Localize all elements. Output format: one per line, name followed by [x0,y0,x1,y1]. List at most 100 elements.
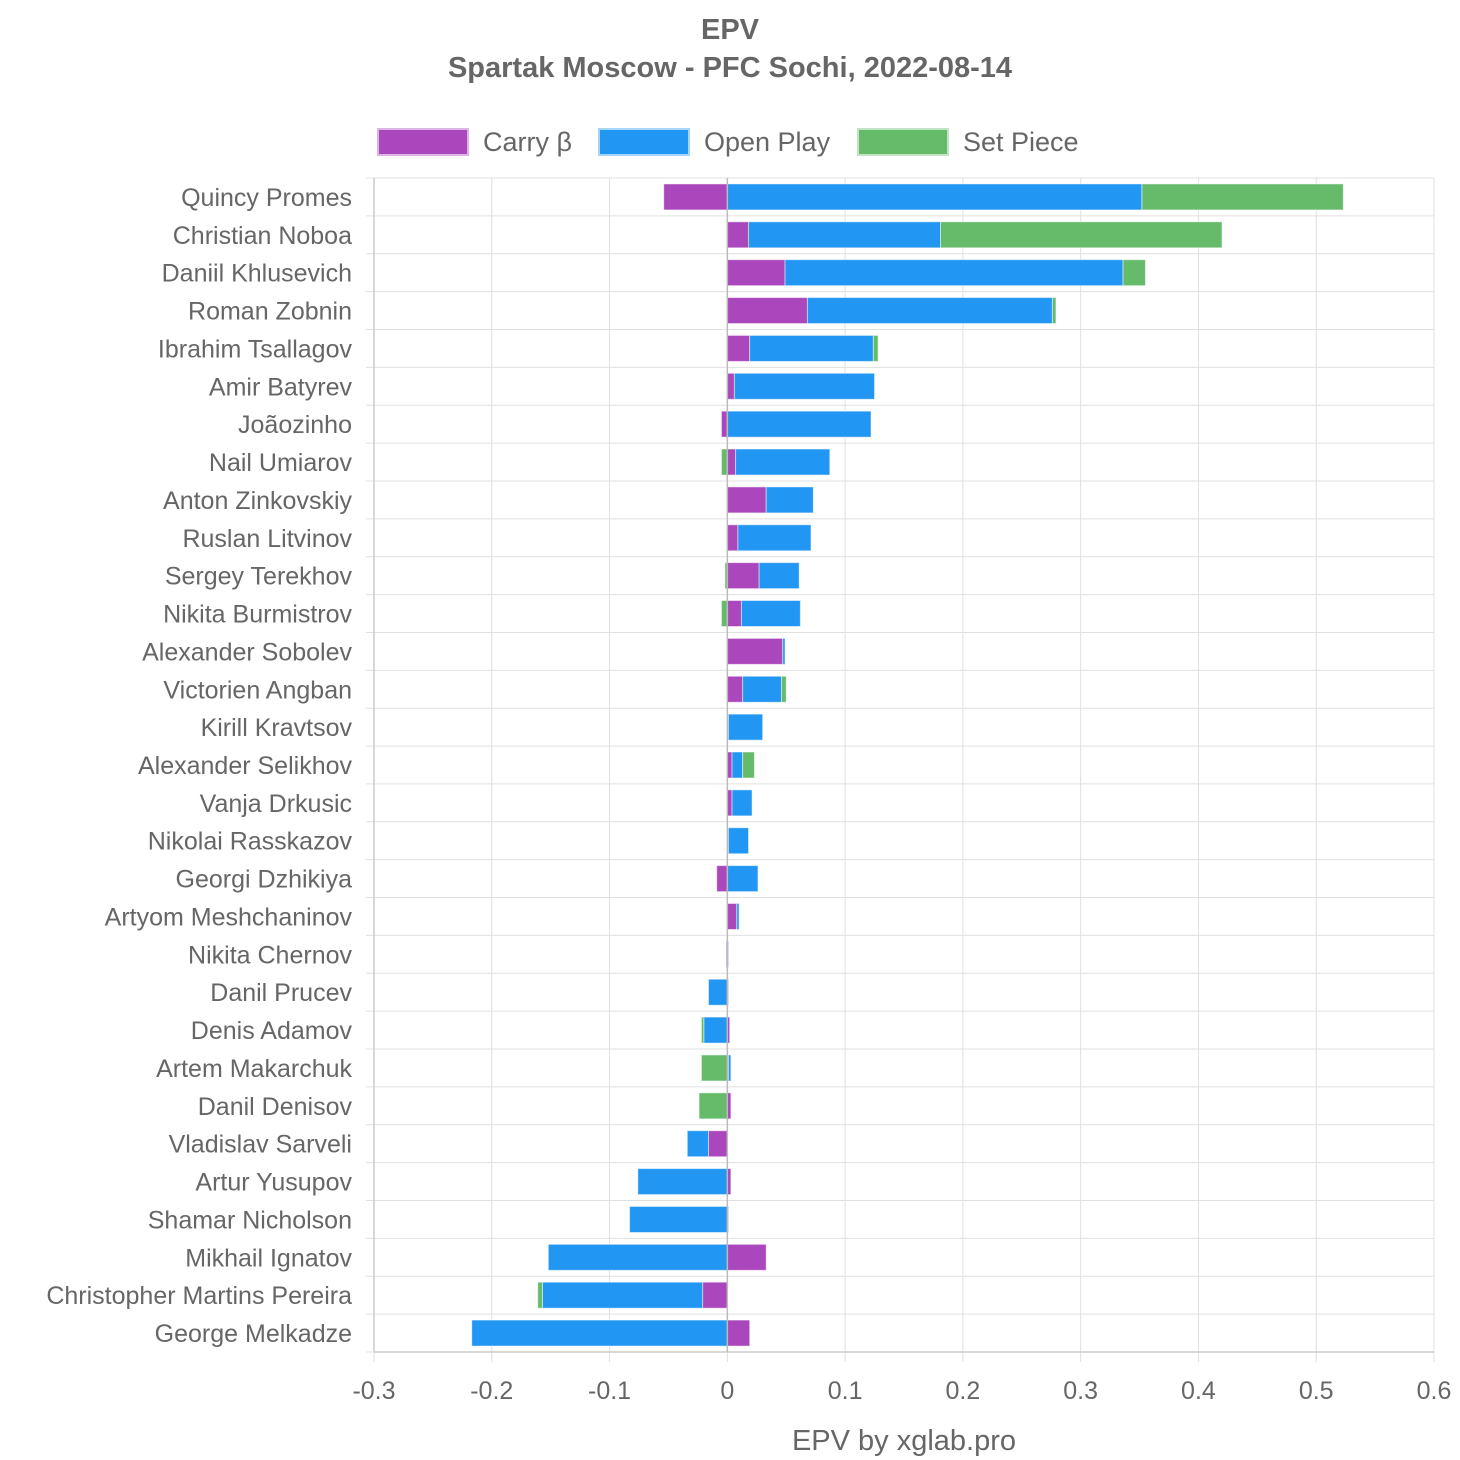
bar-segment [1141,183,1344,211]
legend-swatch-carry [377,128,469,156]
y-tick-label: Artem Makarchuk [156,1055,352,1083]
bar-segment [663,183,728,211]
bar-segment [726,259,786,287]
bar-segment [781,675,787,703]
bar-segment [782,637,786,665]
bar-segment [940,221,1223,249]
bar-segment [707,978,728,1006]
x-axis-label: EPV by xglab.pro [792,1425,1016,1457]
bar-segment [703,1016,728,1044]
bar-segment [726,562,760,590]
bar-segment [726,637,784,665]
bar-segment [700,1016,705,1044]
chart-title: EPV [700,14,760,46]
bar-segment [872,334,879,362]
chart-legend: Carry β Open Play Set Piece [0,122,1460,162]
bar-segment [731,789,753,817]
x-tick-label: 0.6 [1417,1377,1452,1405]
bar-segment [742,751,755,779]
legend-item-set-piece[interactable]: Set Piece [857,122,1079,162]
bar-segment [748,221,942,249]
bar-segment [758,562,800,590]
bar-segment [731,751,744,779]
y-tick-label: Vanja Drkusic [200,790,352,818]
bar-segment [728,1054,732,1082]
y-tick-label: George Melkadze [155,1320,352,1348]
bar-segment [740,600,801,628]
x-tick-label: -0.2 [470,1377,513,1405]
bar-segment [784,259,1124,287]
y-tick-label: Amir Batyrev [209,373,353,401]
bar-segment [700,1054,728,1082]
y-tick-label: Danil Prucev [210,979,352,1007]
bar-segment [726,297,808,325]
bar-segment [726,410,872,438]
bar-segment [686,1130,709,1158]
legend-label-set-piece: Set Piece [963,126,1079,157]
chart-subtitle: Spartak Moscow - PFC Sochi, 2022-08-14 [447,52,1013,84]
y-tick-label: Alexander Selikhov [138,752,353,780]
y-tick-label: Nikolai Rasskazov [148,828,353,856]
y-tick-label: Ibrahim Tsallagov [158,335,353,363]
y-tick-label: Ruslan Litvinov [182,525,352,553]
bar-segment [716,865,728,893]
bar-segment [720,448,728,476]
bar-segment [726,865,759,893]
y-tick-label: Nail Umiarov [209,449,353,477]
bar-segment [749,334,874,362]
bar-segment [735,448,831,476]
y-tick-label: Mikhail Ignatov [185,1244,352,1272]
legend-label-open-play: Open Play [704,126,831,157]
bar-segment [707,1130,728,1158]
bar-segment [698,1092,728,1120]
bar-segment [726,1243,767,1271]
y-tick-label: Christian Noboa [173,222,352,250]
legend-swatch-set-piece [857,128,949,156]
bar-segment [726,902,738,930]
y-tick-label: Anton Zinkovskiy [163,487,352,515]
bar-segment [728,827,750,855]
y-tick-label: Nikita Burmistrov [163,601,352,629]
bar-segment [737,524,812,552]
bar-segment [702,1281,728,1309]
y-tick-label: Danil Denisov [198,1093,353,1121]
bar-segment [726,1319,751,1347]
bar-segment [1122,259,1146,287]
bar-segment [726,524,739,552]
y-tick-label: Sergey Terekhov [165,563,353,591]
bar-segment [637,1168,728,1196]
y-tick-label: Roman Zobnin [188,298,352,326]
y-tick-label: Nikita Chernov [188,941,352,969]
bar-segment [726,675,744,703]
legend-item-carry[interactable]: Carry β [377,122,572,162]
y-tick-label: Artyom Meshchaninov [105,903,353,931]
bar-segment [547,1243,728,1271]
legend-swatch-open-play [598,128,690,156]
bar-segment [726,372,735,400]
x-tick-label: -0.1 [588,1377,631,1405]
bar-segment [806,297,1053,325]
bar-segment [733,372,876,400]
bar-segment [541,1281,704,1309]
bar-segment [471,1319,728,1347]
y-tick-label: Artur Yusupov [195,1169,352,1197]
legend-label-carry: Carry β [483,126,573,157]
bar-segment [726,183,1143,211]
x-tick-label: 0.1 [828,1377,863,1405]
y-tick-label: Victorien Angban [163,676,352,704]
y-tick-label: Daniil Khlusevich [162,260,352,288]
x-tick-label: 0.2 [946,1377,981,1405]
bar-segment [720,410,728,438]
bar-segment [726,334,751,362]
y-tick-label: Vladislav Sarveli [169,1131,352,1159]
y-tick-label: Shamar Nicholson [148,1206,352,1234]
x-tick-label: 0.5 [1299,1377,1334,1405]
legend-item-open-play[interactable]: Open Play [598,122,830,162]
x-tick-label: 0 [720,1377,734,1405]
y-tick-label: Alexander Sobolev [142,638,352,666]
x-tick-label: 0.4 [1181,1377,1216,1405]
bar-segment [726,448,737,476]
y-tick-label: Kirill Kravtsov [201,714,353,742]
bar-segment [728,713,764,741]
bar-segment [726,486,767,514]
